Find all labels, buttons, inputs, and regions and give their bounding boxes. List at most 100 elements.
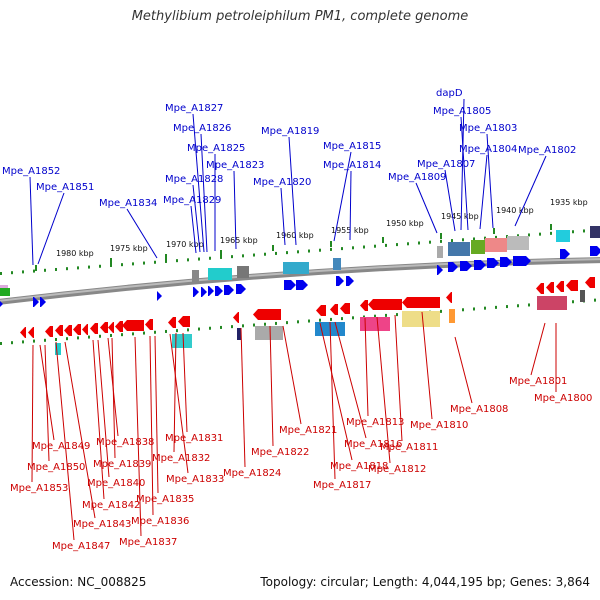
- reverse-gene-arrow: [446, 292, 452, 303]
- tick-mark: [440, 309, 442, 313]
- tick-mark: [418, 241, 420, 245]
- tick-mark: [231, 325, 233, 329]
- feature-box: [172, 334, 192, 348]
- gene-label: Mpe_A1828: [165, 174, 223, 185]
- reverse-gene-arrow: [330, 304, 338, 315]
- tick-mark: [374, 244, 376, 248]
- leader-line: [280, 187, 286, 246]
- leader-line: [421, 311, 433, 420]
- gene-label: Mpe_A1818: [330, 461, 388, 472]
- tick-mark: [187, 258, 189, 262]
- reverse-gene-arrow: [90, 323, 98, 334]
- feature-box: [402, 311, 440, 327]
- leader-line: [169, 333, 189, 474]
- leader-line: [334, 321, 367, 439]
- reverse-gene-arrow: [28, 327, 34, 338]
- gene-label: Mpe_A1824: [223, 468, 281, 479]
- tick-mark: [242, 324, 244, 328]
- forward-gene-arrow: [157, 291, 162, 301]
- tick-mark-major: [382, 237, 384, 243]
- reverse-gene-arrow: [168, 317, 176, 328]
- feature-box: [55, 343, 61, 355]
- reverse-gene-arrow: [115, 321, 123, 332]
- tick-mark: [341, 247, 343, 251]
- tick-mark: [407, 242, 409, 246]
- tick-mark: [253, 253, 255, 257]
- tick-mark: [110, 333, 112, 337]
- forward-strand-genes: [0, 246, 600, 307]
- leader-line: [111, 337, 116, 459]
- tick-mark-major: [330, 241, 332, 247]
- tick-mark: [44, 268, 46, 272]
- leader-line: [460, 98, 465, 231]
- leader-line: [454, 336, 473, 404]
- tick-mark: [297, 320, 299, 324]
- tick-mark: [396, 243, 398, 247]
- gene-label: Mpe_A1808: [450, 404, 508, 415]
- gene-label: Mpe_A1852: [2, 166, 60, 177]
- leader-line: [376, 316, 391, 464]
- forward-gene-arrow: [437, 265, 443, 275]
- feature-box: [283, 262, 309, 274]
- gene-label: Mpe_A1835: [136, 494, 194, 505]
- lower-gene-labels: Mpe_A1849 Mpe_A1850 Mpe_A1853 Mpe_A1838 Mpe_…: [10, 376, 592, 552]
- forward-gene-arrow: [40, 297, 46, 307]
- leader-line: [329, 321, 336, 480]
- tick-mark: [165, 259, 167, 263]
- tick-mark: [121, 263, 123, 267]
- leader-line: [530, 322, 546, 376]
- tick-mark-major: [550, 224, 552, 230]
- leader-line: [192, 184, 201, 253]
- forward-gene-arrow: [346, 276, 354, 286]
- forward-gene-arrow: [208, 286, 214, 296]
- scale-label: 1975 kbp: [110, 244, 148, 253]
- tick-mark: [330, 317, 332, 321]
- reverse-gene-arrow: [178, 316, 190, 327]
- gene-label: Mpe_A1853: [10, 483, 68, 494]
- reverse-gene-arrow: [64, 325, 72, 336]
- leader-line: [240, 327, 246, 468]
- leader-line: [154, 335, 159, 494]
- tick-mark: [88, 265, 90, 269]
- forward-gene-arrow: [336, 276, 344, 286]
- forward-gene-arrow: [500, 257, 512, 267]
- leader-line: [182, 332, 188, 433]
- tick-mark: [286, 321, 288, 325]
- reverse-gene-arrow: [402, 297, 440, 308]
- leader-line: [233, 170, 237, 250]
- gene-label: Mpe_A1816: [344, 439, 402, 450]
- tick-mark: [352, 316, 354, 320]
- feature-box: [237, 328, 241, 340]
- tick-mark: [451, 239, 453, 243]
- tick-mark: [132, 332, 134, 336]
- tick-mark: [385, 243, 387, 247]
- reverse-gene-arrow: [20, 327, 26, 338]
- feature-box: [437, 246, 443, 258]
- gene-label: Mpe_A1821: [279, 425, 337, 436]
- tick-mark: [264, 252, 266, 256]
- tick-mark: [363, 245, 365, 249]
- leader-line: [200, 133, 208, 253]
- leader-line: [149, 335, 154, 516]
- feature-box: [237, 266, 249, 278]
- gene-label: Mpe_A1802: [518, 145, 576, 156]
- reverse-gene-arrow: [340, 303, 350, 314]
- feature-box: [449, 309, 455, 323]
- feature-box: [192, 270, 199, 282]
- tick-mark: [594, 298, 596, 302]
- tick-mark: [143, 261, 145, 265]
- tick-mark: [495, 305, 497, 309]
- tick-mark: [440, 239, 442, 243]
- tick-mark: [231, 255, 233, 259]
- tick-mark: [99, 264, 101, 268]
- tick-mark: [165, 329, 167, 333]
- tick-mark: [187, 328, 189, 332]
- reverse-gene-arrow: [566, 280, 578, 291]
- tick-mark-major: [220, 250, 222, 256]
- tick-mark: [396, 313, 398, 317]
- reverse-gene-arrow: [316, 305, 326, 316]
- tick-mark: [385, 313, 387, 317]
- leader-line: [479, 154, 488, 230]
- tick-mark: [583, 229, 585, 233]
